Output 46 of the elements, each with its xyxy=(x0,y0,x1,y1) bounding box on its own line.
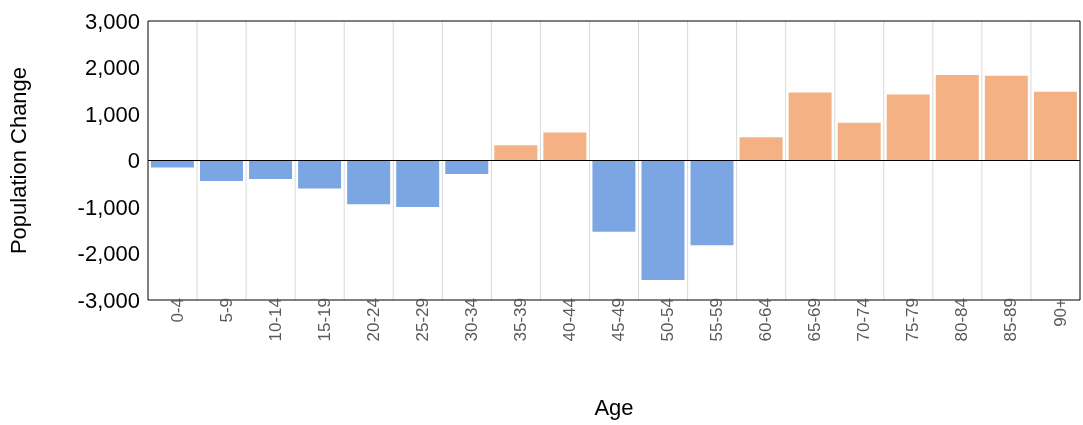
x-axis-title: Age xyxy=(594,395,634,420)
bar xyxy=(886,94,930,161)
y-axis-title: Population Change xyxy=(5,66,31,255)
x-tick-label: 30-34 xyxy=(461,298,481,342)
y-tick-label: 0 xyxy=(127,148,140,174)
bar xyxy=(298,160,342,189)
bar xyxy=(592,160,636,232)
x-tick-label: 85-89 xyxy=(1001,298,1021,342)
bar xyxy=(543,132,587,161)
x-tick-label: 65-69 xyxy=(805,298,825,342)
x-tick-label: 80-84 xyxy=(952,298,972,342)
bar xyxy=(445,160,489,174)
y-tick-label: -3,000 xyxy=(77,287,140,313)
y-tick-label: -2,000 xyxy=(77,241,140,267)
y-tick-label: 1,000 xyxy=(84,101,140,127)
bar xyxy=(690,160,734,246)
bar xyxy=(200,160,243,181)
bar xyxy=(641,160,685,281)
x-tick-label: 5-9 xyxy=(216,298,236,323)
x-tick-label: 40-44 xyxy=(560,298,580,342)
x-tick-label: 25-29 xyxy=(412,298,432,342)
x-tick-label: 50-54 xyxy=(658,298,678,342)
x-tick-label: 90+ xyxy=(1050,297,1070,327)
y-tick-label: 3,000 xyxy=(84,8,140,34)
x-tick-label: 0-4 xyxy=(167,298,187,323)
y-tick-label: -1,000 xyxy=(77,194,140,220)
x-tick-label: 60-64 xyxy=(756,298,776,342)
bar xyxy=(739,137,783,161)
x-tick-label: 15-19 xyxy=(314,298,334,342)
x-tick-label: 20-24 xyxy=(363,298,383,342)
bar xyxy=(935,74,979,161)
bar xyxy=(1033,91,1077,161)
x-tick-label: 45-49 xyxy=(609,298,629,342)
x-tick-label: 55-59 xyxy=(707,298,727,342)
bar xyxy=(494,145,538,161)
bar xyxy=(984,75,1028,161)
x-tick-label: 10-14 xyxy=(265,298,285,342)
bar xyxy=(396,160,440,207)
x-tick-label: 70-74 xyxy=(854,298,874,342)
bar xyxy=(788,92,832,161)
x-tick-label: 75-79 xyxy=(903,298,923,342)
bar xyxy=(249,160,293,180)
y-tick-label: 2,000 xyxy=(84,55,140,81)
bar xyxy=(837,122,881,161)
bar xyxy=(347,160,391,205)
x-tick-label: 35-39 xyxy=(510,298,530,342)
